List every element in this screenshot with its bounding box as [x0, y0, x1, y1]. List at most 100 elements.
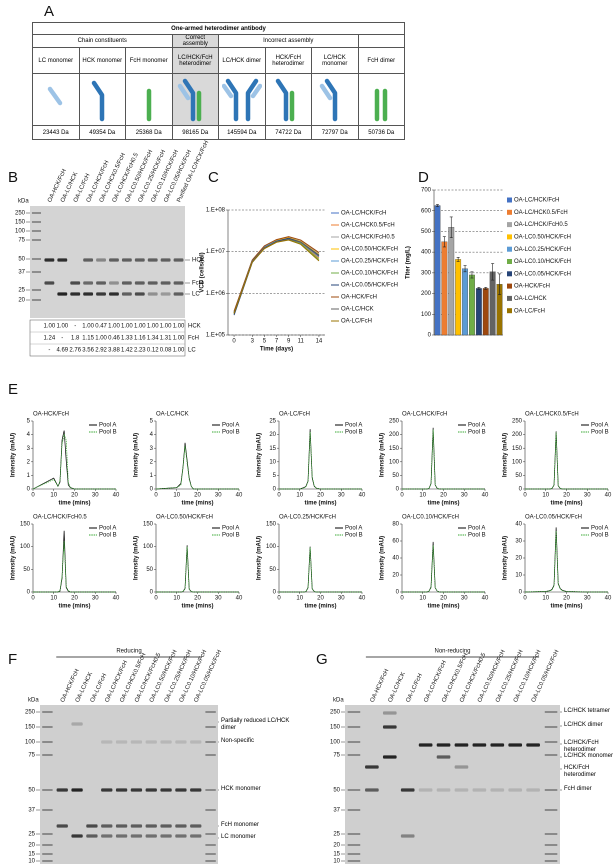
- y-tick-label: 50: [392, 473, 399, 479]
- y-tick-label: 4: [150, 432, 154, 438]
- series-line: [402, 429, 485, 490]
- ladder-band: [31, 239, 41, 241]
- gel-band: [134, 258, 145, 262]
- ladder-label: 10: [333, 859, 340, 865]
- panel-label: A: [44, 3, 54, 20]
- x-tick-label: 20: [71, 493, 78, 499]
- ratio-value: 1.00: [121, 324, 133, 330]
- gel-band: [382, 711, 397, 715]
- y-tick-label: 100: [20, 544, 31, 550]
- antibody-icon: [221, 78, 262, 121]
- gel-band: [436, 755, 451, 759]
- series-line: [156, 546, 239, 593]
- ladder-label: 75: [28, 753, 35, 759]
- chain: [319, 83, 332, 100]
- species-name: FcH dimer: [357, 47, 405, 74]
- ladder-band: [347, 853, 361, 855]
- legend-label: OA-LC/HCK: [341, 307, 374, 313]
- gel-band: [83, 292, 94, 296]
- ratio-value: 0.47: [95, 324, 107, 330]
- legend-label: Pool B: [222, 430, 240, 436]
- ladder-band: [347, 844, 361, 846]
- gel-band: [160, 788, 172, 792]
- y-tick-label: 600: [421, 208, 432, 214]
- gel-band: [454, 743, 469, 747]
- x-tick-label: 0: [154, 596, 158, 602]
- legend-label: Pool A: [468, 423, 485, 429]
- antibody-icon: [178, 78, 202, 121]
- y-tick-label: 400: [421, 250, 432, 256]
- y-tick-label: 0: [519, 487, 523, 493]
- x-tick-label: 30: [338, 596, 345, 602]
- x-tick-label: 0: [523, 493, 527, 499]
- x-tick-label: 30: [584, 596, 591, 602]
- ladder-band: [544, 853, 558, 855]
- x-tick-label: 0: [523, 596, 527, 602]
- gel-band: [115, 824, 128, 828]
- gel-band: [526, 743, 540, 747]
- gel-band: [56, 788, 68, 792]
- gel-band: [508, 788, 523, 792]
- species-name: LC/HCK monomer: [311, 47, 359, 74]
- x-tick-label: 30: [215, 493, 222, 499]
- species-mass: 49354 Da: [78, 125, 126, 140]
- x-tick-label: 40: [236, 596, 243, 602]
- legend-label: Pool A: [99, 423, 116, 429]
- table-title: One-armed heterodimer antibody: [32, 22, 405, 35]
- ratio-value: 1.00: [173, 336, 185, 342]
- y-tick-label: 1.E+08: [206, 208, 226, 214]
- legend-label: Pool A: [345, 526, 362, 532]
- legend-label: OA-LC/HCK/FcH: [514, 198, 559, 204]
- assembly-table: One-armed heterodimer antibody Chain cons…: [32, 22, 405, 140]
- y-tick-label: 1: [27, 473, 31, 479]
- gel-band: [130, 834, 143, 838]
- y-tick-label: 700: [421, 188, 432, 194]
- ladder-band: [31, 230, 41, 232]
- series-line: [32, 433, 116, 490]
- x-tick-label: 40: [605, 493, 612, 499]
- ladder-band: [31, 271, 41, 273]
- series-line: [525, 431, 608, 490]
- legend-label: Pool B: [99, 533, 117, 539]
- ladder-band: [31, 212, 41, 214]
- gel-band: [173, 281, 184, 285]
- gel-image: [40, 705, 218, 864]
- gel-band: [190, 788, 202, 792]
- y-tick-label: 0: [519, 590, 523, 596]
- ratio-value: 1.00: [134, 324, 146, 330]
- bar: [469, 274, 475, 336]
- legend-label: OA-LC0.10/HCK/FcH: [341, 271, 398, 277]
- gel-band: [130, 740, 143, 744]
- legend-swatch: [507, 295, 512, 301]
- gel-band: [472, 743, 487, 747]
- x-tick-label: 30: [584, 493, 591, 499]
- series-line: [279, 547, 362, 593]
- legend-swatch: [507, 259, 512, 264]
- ladder-label: 50: [18, 257, 25, 263]
- legend-label: Pool B: [468, 533, 486, 539]
- y-tick-label: 150: [512, 446, 523, 452]
- antibody-icon: [146, 88, 151, 121]
- x-tick-label: 10: [296, 493, 303, 499]
- x-tick-label: 9: [287, 339, 291, 345]
- species-icon-cell: [32, 73, 80, 126]
- ladder-band: [347, 833, 361, 835]
- y-axis-label: Intensity (mAU): [503, 433, 509, 477]
- y-tick-label: 300: [421, 270, 432, 276]
- series-line: [32, 430, 116, 490]
- ladder-band: [544, 726, 558, 728]
- legend-label: OA-LC0.05/HCK/FcH: [341, 283, 398, 289]
- x-tick-label: 20: [317, 596, 324, 602]
- gel-band: [101, 788, 113, 792]
- legend-label: OA-LC0.25/HCK/FcH: [341, 259, 398, 265]
- species-mass: 74722 Da: [264, 125, 312, 140]
- bar: [448, 227, 455, 336]
- gel-band: [71, 722, 83, 726]
- legend-swatch: [507, 246, 512, 252]
- y-tick-label: 5: [273, 473, 277, 479]
- x-tick-label: 20: [71, 596, 78, 602]
- gel-band: [71, 834, 83, 838]
- species-icon-cell: [311, 73, 359, 126]
- x-tick-label: 0: [400, 596, 404, 602]
- y-tick-label: 100: [143, 544, 154, 550]
